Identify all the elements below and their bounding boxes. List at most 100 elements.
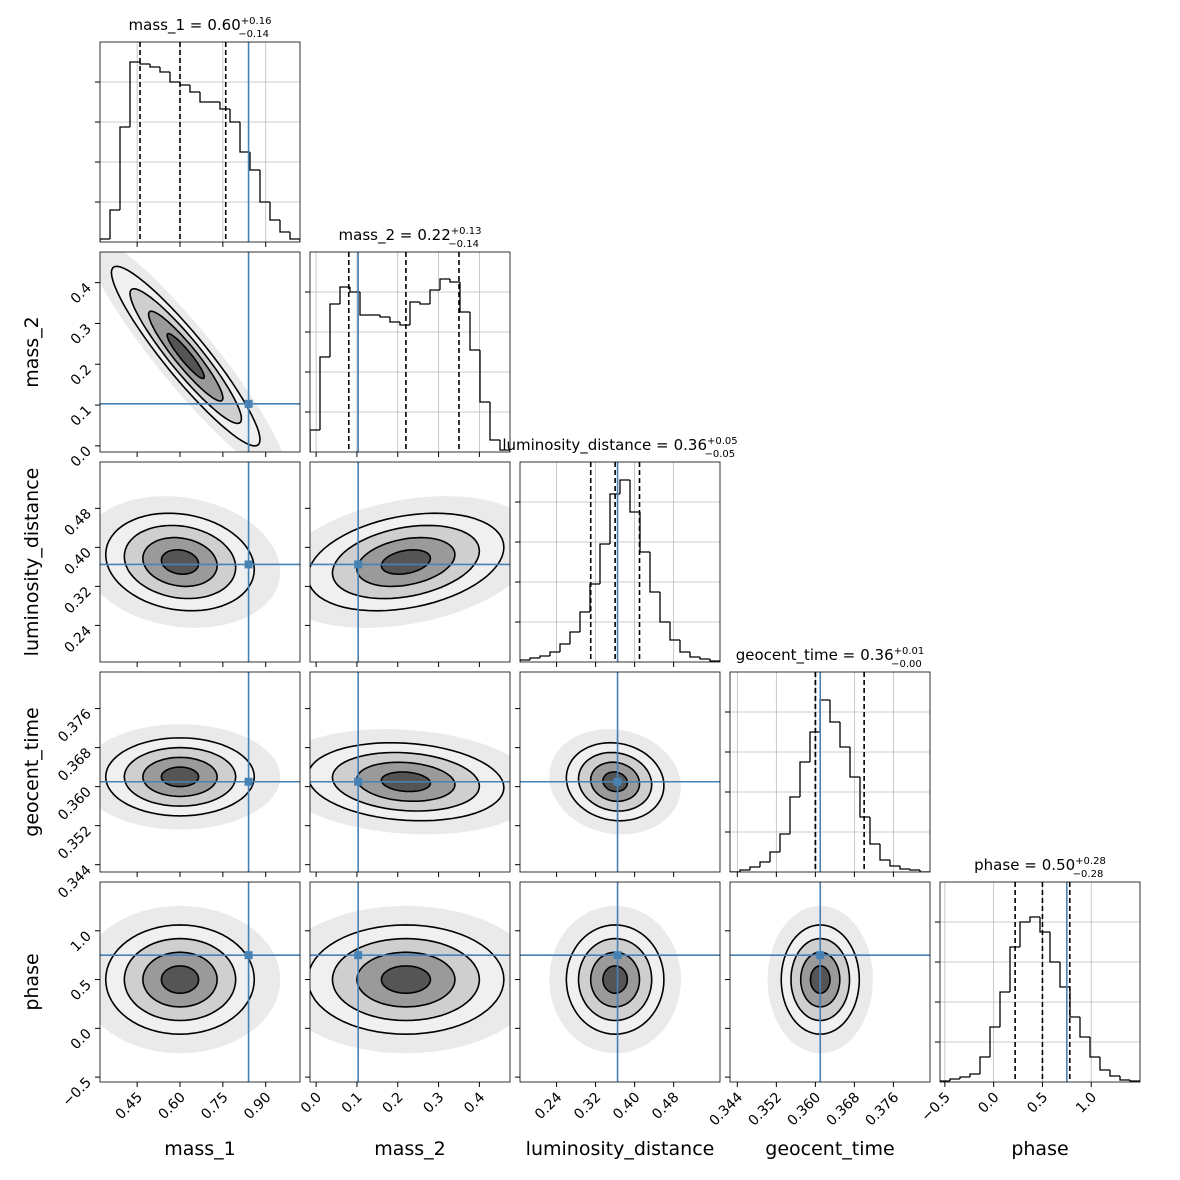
histogram-bin bbox=[679, 640, 690, 653]
histogram-bin bbox=[789, 796, 800, 834]
histogram-bin bbox=[259, 170, 270, 203]
histogram-bin bbox=[569, 631, 580, 644]
panel-frame bbox=[99, 41, 301, 243]
panel bbox=[940, 882, 1140, 1082]
histogram-bin bbox=[549, 651, 560, 656]
panel-title: −0.28 bbox=[1073, 869, 1104, 880]
x-tick-label: 0.0 bbox=[975, 1090, 1002, 1117]
panel-title: mass_1 = 0.60+0.16 bbox=[129, 16, 272, 35]
histogram-bin bbox=[310, 429, 320, 452]
histogram-bin bbox=[659, 592, 670, 623]
histogram-bin bbox=[289, 232, 300, 242]
panel-frame bbox=[99, 881, 301, 1083]
x-tick-label: 0.1 bbox=[339, 1090, 366, 1117]
panel bbox=[310, 882, 510, 1082]
histogram-bin bbox=[819, 699, 830, 732]
y-tick-label: 0.40 bbox=[61, 545, 94, 578]
panel bbox=[730, 882, 930, 1082]
title-minus: −0.28 bbox=[1073, 869, 1104, 880]
histogram-bin bbox=[269, 202, 280, 221]
y-tick-label: 0.360 bbox=[55, 784, 95, 824]
title-median: 0.36 bbox=[674, 436, 707, 454]
y-tick-label: 0.352 bbox=[55, 823, 95, 863]
panel-frame bbox=[729, 671, 931, 873]
y-axis-label: luminosity_distance bbox=[21, 468, 43, 657]
title-median: 0.22 bbox=[417, 226, 450, 244]
histogram-bin bbox=[1009, 946, 1020, 992]
panel bbox=[100, 42, 300, 242]
y-tick-label: 0.4 bbox=[68, 280, 95, 307]
histogram-bin bbox=[609, 493, 620, 544]
panel-frame bbox=[309, 251, 511, 453]
panel bbox=[100, 252, 300, 452]
density-contour bbox=[166, 332, 206, 380]
panel-title: mass_2 = 0.22+0.13 bbox=[339, 226, 482, 245]
histogram-bin bbox=[879, 844, 890, 861]
title-median: 0.50 bbox=[1042, 856, 1075, 874]
title-minus: −0.14 bbox=[238, 29, 269, 40]
histogram-bin bbox=[799, 761, 810, 797]
histogram-bin bbox=[1129, 1080, 1140, 1082]
panel-title: geocent_time = 0.36+0.01 bbox=[736, 646, 925, 665]
density-contour bbox=[602, 965, 629, 994]
x-tick-label: 0.360 bbox=[785, 1090, 825, 1130]
histogram-bin bbox=[709, 659, 720, 662]
histogram-bin bbox=[199, 92, 210, 103]
y-tick-label: 0.1 bbox=[68, 403, 95, 430]
y-axis-label: mass_2 bbox=[21, 316, 43, 388]
histogram-bin bbox=[839, 722, 850, 748]
x-tick-label: 0.344 bbox=[706, 1089, 746, 1129]
histogram-bin bbox=[1119, 1076, 1130, 1081]
histogram-bin bbox=[1039, 917, 1050, 933]
histogram-bin bbox=[449, 279, 460, 283]
histogram-bin bbox=[959, 1076, 970, 1079]
histogram-bin bbox=[499, 440, 510, 452]
histogram-bin bbox=[249, 152, 260, 171]
truth-marker bbox=[613, 777, 622, 786]
density-contour bbox=[160, 965, 200, 994]
panel bbox=[520, 882, 720, 1082]
histogram-bin bbox=[529, 657, 540, 660]
histogram-bin bbox=[619, 479, 630, 494]
histogram-bin bbox=[520, 659, 530, 662]
histogram-bin bbox=[889, 860, 900, 867]
histogram-bin bbox=[539, 655, 550, 658]
truth-marker bbox=[244, 399, 253, 408]
histogram-bin bbox=[940, 1080, 950, 1082]
title-plus: +0.16 bbox=[241, 16, 272, 27]
histogram-bin bbox=[749, 866, 760, 870]
x-axis-label: luminosity_distance bbox=[526, 1138, 715, 1160]
histogram-bin bbox=[100, 238, 110, 242]
density-contour bbox=[160, 549, 200, 575]
panel-title: luminosity_distance = 0.36+0.05 bbox=[502, 436, 737, 455]
panel-frame bbox=[309, 671, 511, 873]
panel-title: −0.05 bbox=[705, 449, 736, 460]
density-contour bbox=[380, 965, 432, 994]
histogram-bin bbox=[409, 301, 420, 325]
histogram-bin bbox=[109, 209, 120, 239]
histogram-bin bbox=[389, 317, 400, 323]
density-contour bbox=[380, 548, 432, 576]
histogram-bin bbox=[1089, 1037, 1100, 1058]
x-tick-label: 0.24 bbox=[532, 1089, 565, 1122]
histogram-bin bbox=[559, 643, 570, 652]
panel-frame bbox=[519, 671, 721, 873]
histogram-bin bbox=[429, 289, 440, 304]
truth-marker bbox=[244, 951, 253, 960]
truth-marker bbox=[613, 951, 622, 960]
panel-frame bbox=[99, 461, 301, 663]
panel bbox=[100, 882, 300, 1082]
histogram-bin bbox=[899, 866, 910, 870]
histogram-bin bbox=[969, 1073, 980, 1077]
panel-frame bbox=[519, 461, 721, 663]
y-tick-label: 0.368 bbox=[55, 745, 95, 785]
histogram-bin bbox=[339, 286, 350, 304]
histogram-bin bbox=[1109, 1070, 1120, 1077]
panel-title: −0.00 bbox=[891, 659, 922, 670]
x-tick-label: 0.45 bbox=[113, 1090, 146, 1123]
histogram-bin bbox=[1059, 962, 1070, 988]
histogram-bin bbox=[379, 315, 390, 318]
panel-frame bbox=[99, 671, 301, 873]
panel bbox=[520, 462, 720, 662]
